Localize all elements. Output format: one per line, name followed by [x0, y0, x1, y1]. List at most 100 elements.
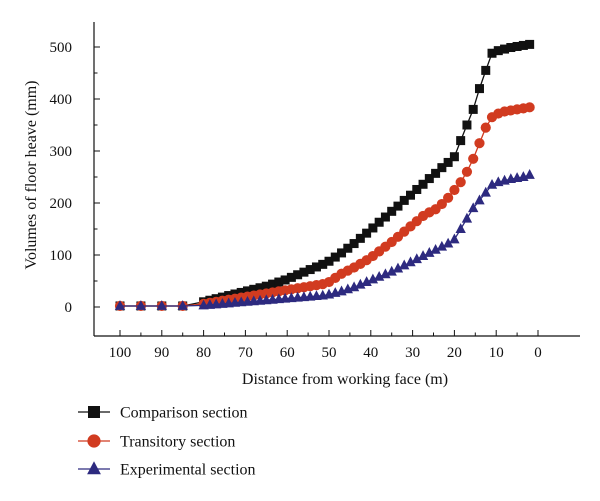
x-tick-label: 40	[363, 345, 378, 361]
data-point	[474, 138, 485, 149]
data-point	[480, 186, 491, 197]
series-line	[120, 106, 530, 307]
y-tick-label: 500	[50, 40, 73, 56]
y-tick-label: 300	[50, 144, 73, 160]
data-point	[368, 223, 378, 233]
series-triangle	[114, 169, 535, 310]
data-point	[242, 286, 252, 296]
data-point	[393, 201, 403, 211]
data-point	[412, 184, 422, 194]
x-tick-label: 50	[322, 345, 337, 361]
data-point	[318, 259, 328, 269]
data-point	[114, 300, 126, 310]
data-point	[324, 256, 334, 266]
data-point	[236, 287, 246, 297]
data-point	[177, 300, 188, 310]
series-circle	[114, 102, 535, 312]
data-point	[305, 265, 315, 275]
data-point	[474, 194, 485, 205]
x-tick-label: 90	[154, 345, 169, 361]
data-point	[135, 300, 147, 310]
data-point	[380, 268, 391, 279]
y-tick-label: 100	[50, 248, 73, 264]
legend-label: Transitory section	[120, 434, 235, 451]
data-point	[430, 243, 441, 254]
x-tick-label: 10	[489, 345, 504, 361]
legend-label: Experimental section	[120, 462, 256, 479]
data-point	[280, 275, 290, 285]
data-point	[367, 273, 379, 284]
data-point	[299, 267, 309, 277]
y-axis-label: Volumes of floor heave (mm)	[23, 81, 40, 270]
data-point	[392, 262, 404, 273]
data-point	[293, 270, 303, 280]
data-point	[468, 153, 479, 164]
data-point	[417, 250, 429, 261]
legend-marker	[87, 434, 101, 448]
data-point	[500, 44, 510, 54]
data-point	[468, 202, 479, 213]
data-point	[481, 65, 491, 75]
data-point	[286, 272, 296, 282]
data-point	[455, 177, 466, 188]
data-point	[461, 166, 473, 177]
series-layer	[114, 39, 535, 312]
data-point	[362, 228, 372, 238]
data-point	[436, 240, 448, 251]
data-point	[261, 281, 271, 291]
data-point	[424, 174, 434, 184]
x-tick-label: 100	[109, 345, 132, 361]
data-point	[487, 48, 497, 58]
legend: Comparison section Transitory section Expe…	[78, 405, 256, 479]
data-point	[512, 41, 522, 51]
data-point	[399, 195, 409, 205]
data-point	[449, 152, 459, 162]
data-point	[348, 281, 360, 292]
legend-item: Experimental section	[78, 461, 256, 479]
data-point	[156, 300, 167, 310]
x-axis-label: Distance from working face (m)	[242, 371, 448, 388]
data-point	[337, 248, 347, 258]
data-point	[456, 136, 466, 146]
x-tick-label: 20	[447, 345, 462, 361]
data-point	[442, 237, 454, 248]
data-point	[480, 122, 491, 133]
data-point	[455, 223, 466, 233]
data-point	[386, 265, 397, 276]
data-point	[437, 163, 447, 173]
data-point	[355, 278, 366, 289]
data-point	[411, 253, 422, 264]
data-point	[449, 184, 460, 196]
data-point	[506, 43, 516, 53]
data-point	[462, 120, 472, 130]
data-point	[255, 283, 265, 293]
data-point	[468, 104, 478, 114]
data-point	[274, 277, 284, 287]
data-point	[431, 168, 441, 178]
data-point	[493, 46, 503, 56]
y-tick-label: 400	[50, 92, 73, 108]
series-square	[115, 39, 535, 311]
data-point	[418, 179, 428, 189]
legend-marker	[87, 461, 101, 475]
legend-label: Comparison section	[120, 405, 248, 422]
data-point	[525, 39, 535, 49]
data-point	[443, 157, 453, 167]
data-point	[355, 233, 365, 243]
x-tick-label: 0	[534, 345, 542, 361]
x-tick-label: 60	[280, 345, 295, 361]
data-point	[424, 247, 435, 257]
data-point	[373, 270, 385, 281]
data-point	[330, 252, 340, 262]
x-tick-label: 30	[405, 345, 420, 361]
legend-item: Transitory section	[78, 434, 235, 451]
data-point	[461, 212, 473, 223]
legend-item: Comparison section	[78, 405, 248, 422]
data-point	[486, 178, 498, 189]
x-tick-label: 70	[238, 345, 253, 361]
data-point	[374, 217, 384, 227]
data-point	[380, 212, 390, 222]
x-tick-label: 80	[196, 345, 211, 361]
data-point	[399, 259, 410, 270]
